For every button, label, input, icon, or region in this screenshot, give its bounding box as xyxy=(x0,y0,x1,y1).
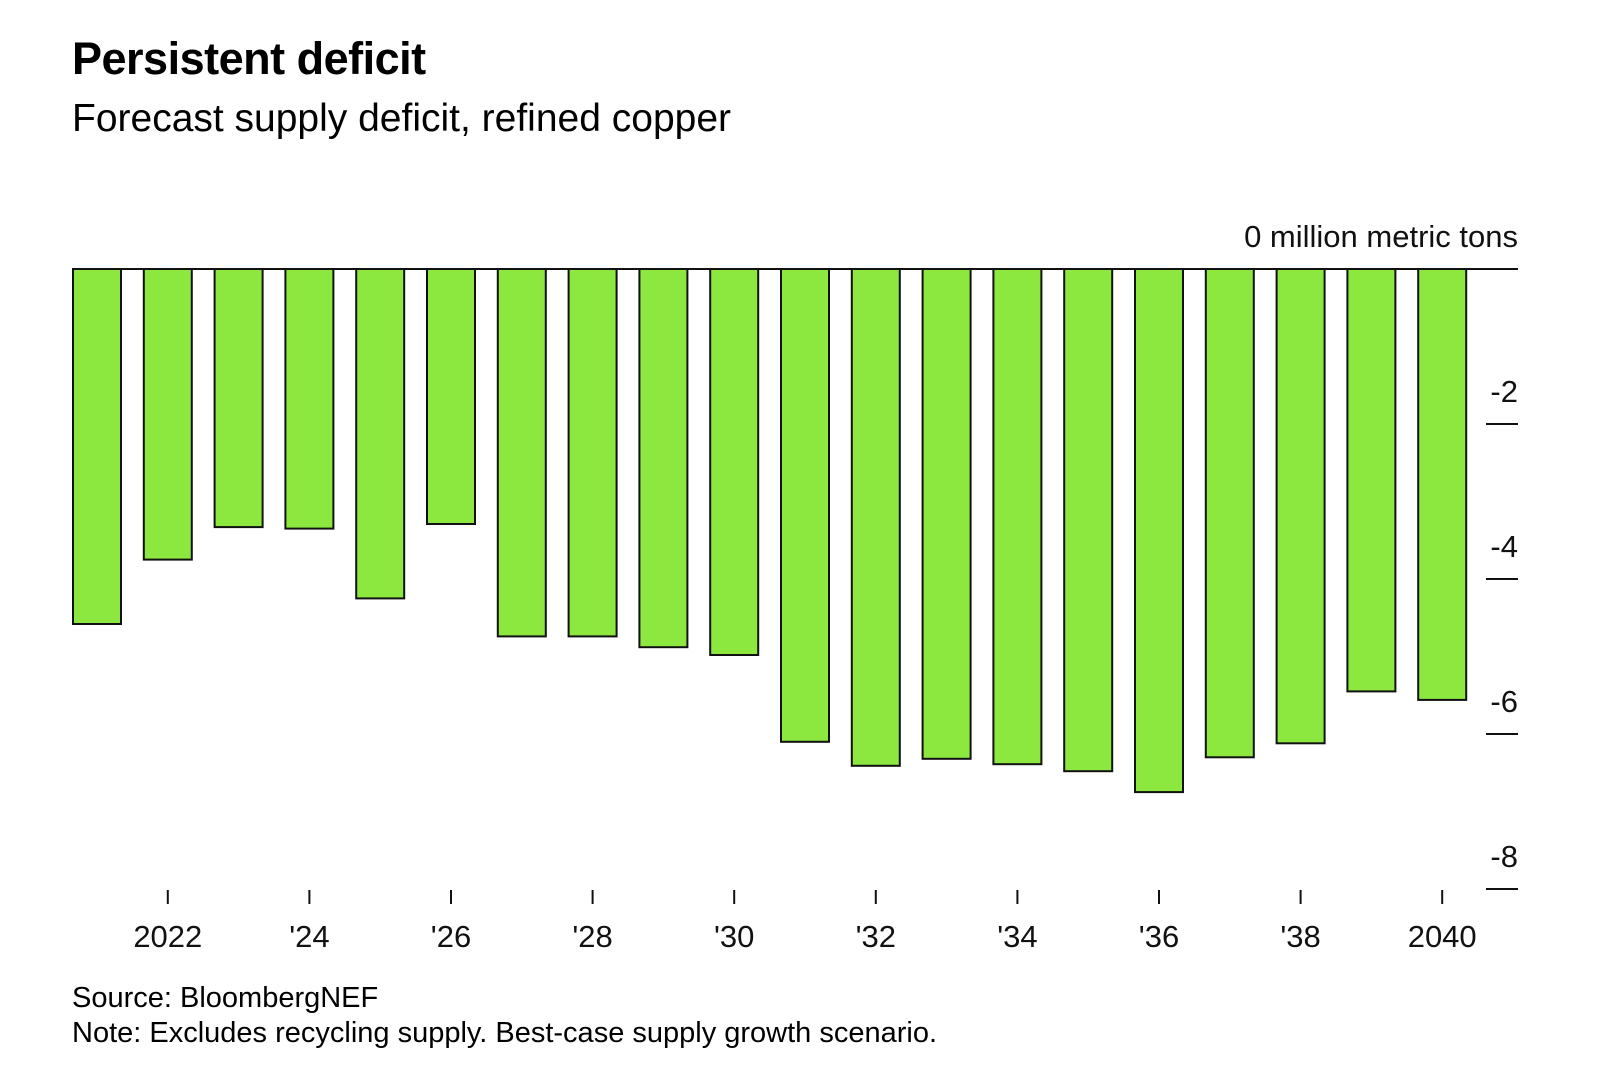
y-tick-label: -6 xyxy=(1490,684,1518,719)
bar-2038 xyxy=(1275,268,1326,745)
bar-2031 xyxy=(780,268,830,743)
bar-2029 xyxy=(638,268,689,649)
bar-2026 xyxy=(426,268,476,525)
bar-2037 xyxy=(1204,268,1255,759)
x-tick-label: '30 xyxy=(714,919,754,954)
footnote: Note: Excludes recycling supply. Best-ca… xyxy=(72,1017,938,1049)
y-axis: 0 million metric tons -2 -4 -6 -8 xyxy=(1244,219,1518,890)
x-tick-label: '24 xyxy=(289,919,329,954)
x-tick-label: '34 xyxy=(997,919,1037,954)
bar-2039 xyxy=(1346,268,1397,693)
bar-2023 xyxy=(213,268,264,529)
x-tick-label: 2040 xyxy=(1408,919,1477,954)
x-tick-label: '36 xyxy=(1139,919,1179,954)
x-tick-label: '38 xyxy=(1280,919,1320,954)
source-note: Source: BloombergNEF xyxy=(72,982,379,1014)
bar-2021 xyxy=(72,268,122,625)
bar-2032 xyxy=(850,268,901,767)
y-tick-label: -4 xyxy=(1490,529,1518,564)
bar-2035 xyxy=(1063,268,1114,773)
bar-2036 xyxy=(1134,268,1184,794)
bar-2028 xyxy=(567,268,618,638)
y-tick-label: -2 xyxy=(1490,374,1518,409)
chart-subtitle: Forecast supply deficit, refined copper xyxy=(72,97,732,140)
bar-2040 xyxy=(1417,268,1468,701)
bar-2022 xyxy=(142,268,193,561)
bar-2030 xyxy=(709,268,760,656)
chart-title: Persistent deficit xyxy=(72,33,426,84)
bar-2025 xyxy=(355,268,406,600)
x-tick-label: '26 xyxy=(431,919,471,954)
bar-2024 xyxy=(284,268,335,530)
x-tick-label: 2022 xyxy=(133,919,202,954)
y-unit-label: 0 million metric tons xyxy=(1244,219,1518,254)
y-tick-label: -8 xyxy=(1490,839,1518,874)
bar-2034 xyxy=(992,268,1043,766)
bar-2033 xyxy=(921,268,972,760)
x-axis: 2022 '24 '26 '28 '30 '32 '34 '36 '38 2040 xyxy=(133,890,1477,954)
x-tick-label: '32 xyxy=(856,919,896,954)
x-tick-label: '28 xyxy=(572,919,612,954)
bar-2027 xyxy=(496,268,547,638)
bars-group xyxy=(72,268,1468,794)
